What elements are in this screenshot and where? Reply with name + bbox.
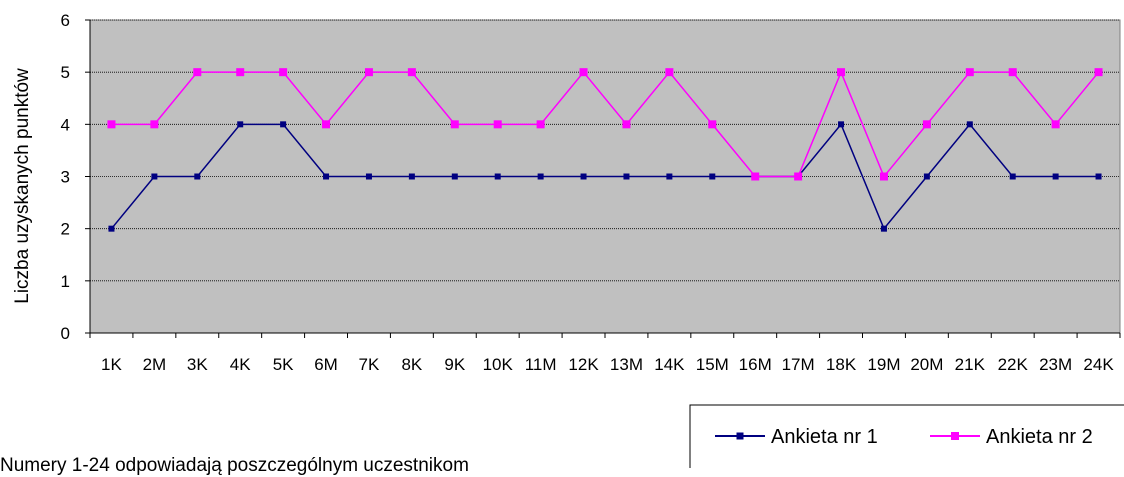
x-tick-label: 3K bbox=[187, 355, 208, 374]
data-point bbox=[365, 173, 372, 180]
x-tick-label: 16M bbox=[739, 355, 772, 374]
data-point bbox=[323, 173, 330, 180]
data-point bbox=[1095, 173, 1102, 180]
data-point bbox=[108, 225, 115, 232]
x-tick-label: 4K bbox=[230, 355, 251, 374]
x-tick-label: 11M bbox=[525, 355, 557, 374]
x-tick-label: 20M bbox=[910, 355, 943, 374]
data-point bbox=[536, 120, 545, 129]
x-tick-label: 18K bbox=[826, 355, 857, 374]
data-point bbox=[1051, 120, 1060, 129]
y-tick-label: 4 bbox=[61, 115, 70, 134]
data-point bbox=[408, 173, 415, 180]
data-point bbox=[364, 68, 373, 77]
data-point bbox=[150, 120, 159, 129]
data-point bbox=[965, 68, 974, 77]
y-tick-label: 0 bbox=[61, 324, 70, 343]
data-point bbox=[794, 172, 803, 181]
data-point bbox=[708, 120, 717, 129]
data-point bbox=[709, 173, 716, 180]
data-point bbox=[322, 120, 331, 129]
data-point bbox=[451, 173, 458, 180]
data-point bbox=[450, 120, 459, 129]
legend: Ankieta nr 1 Ankieta nr 2 bbox=[689, 404, 1124, 468]
data-point bbox=[1009, 173, 1016, 180]
y-tick-label: 6 bbox=[61, 11, 70, 30]
y-tick-label: 3 bbox=[61, 168, 70, 187]
data-point bbox=[236, 68, 245, 77]
series-1 bbox=[108, 121, 1102, 232]
y-tick-label: 1 bbox=[61, 272, 70, 291]
data-point bbox=[622, 120, 631, 129]
data-point bbox=[1094, 68, 1103, 77]
x-tick-label: 24K bbox=[1083, 355, 1114, 374]
data-point bbox=[1052, 173, 1059, 180]
data-point bbox=[879, 172, 888, 181]
series-2 bbox=[107, 68, 1103, 181]
data-point bbox=[580, 173, 587, 180]
data-point bbox=[579, 68, 588, 77]
chart-note: Numery 1-24 odpowiadają poszczególnym uc… bbox=[0, 455, 469, 476]
data-point bbox=[666, 173, 673, 180]
data-point bbox=[237, 121, 244, 128]
x-tick-label: 17M bbox=[782, 355, 815, 374]
x-tick-label: 12K bbox=[568, 355, 599, 374]
legend-label-series-2: Ankieta nr 2 bbox=[986, 426, 1093, 448]
x-tick-label: 10K bbox=[483, 355, 514, 374]
data-point bbox=[107, 120, 116, 129]
series-line bbox=[111, 70, 1100, 178]
x-tick-label: 1K bbox=[101, 355, 122, 374]
data-point bbox=[279, 68, 288, 77]
x-tick-label: 5K bbox=[273, 355, 294, 374]
data-point bbox=[407, 68, 416, 77]
x-tick-label: 14K bbox=[654, 355, 685, 374]
data-point bbox=[494, 173, 501, 180]
x-tick-label: 8K bbox=[401, 355, 422, 374]
x-tick-label: 7K bbox=[359, 355, 380, 374]
x-tick-label: 21K bbox=[955, 355, 986, 374]
legend-marker-series-2 bbox=[951, 432, 959, 440]
data-point bbox=[665, 68, 674, 77]
data-point bbox=[922, 120, 931, 129]
data-point bbox=[837, 68, 846, 77]
legend-marker-series-1 bbox=[736, 432, 744, 440]
axes bbox=[85, 19, 1121, 338]
data-point bbox=[1008, 68, 1017, 77]
x-tick-label: 19M bbox=[867, 355, 900, 374]
legend-label-series-1: Ankieta nr 1 bbox=[771, 426, 878, 448]
x-tick-label: 9K bbox=[444, 355, 465, 374]
data-point bbox=[193, 68, 202, 77]
x-tick-label: 13M bbox=[610, 355, 643, 374]
y-tick-label: 5 bbox=[61, 63, 70, 82]
series-lines bbox=[107, 68, 1103, 232]
data-point bbox=[151, 173, 158, 180]
data-point bbox=[923, 173, 930, 180]
y-tick-label: 2 bbox=[61, 220, 70, 239]
data-point bbox=[194, 173, 201, 180]
data-point bbox=[537, 173, 544, 180]
y-tick-labels: 0 1 2 3 4 5 6 bbox=[61, 11, 70, 343]
x-tick-label: 6M bbox=[314, 355, 338, 374]
y-axis-title: Liczba uzyskanych punktów bbox=[12, 68, 33, 304]
x-tick-label: 2M bbox=[143, 355, 167, 374]
series-line bbox=[110, 122, 1099, 231]
x-tick-label: 23M bbox=[1039, 355, 1072, 374]
x-tick-label: 15M bbox=[696, 355, 729, 374]
x-tick-label: 22K bbox=[998, 355, 1029, 374]
data-point bbox=[280, 121, 287, 128]
data-point bbox=[751, 172, 760, 181]
data-point bbox=[493, 120, 502, 129]
data-point bbox=[838, 121, 845, 128]
x-tick-labels: 1K 2M 3K 4K 5K 6M 7K 8K 9K 10K 11M 12K 13M 14K 15M 16M 1… bbox=[101, 355, 1114, 374]
data-point bbox=[880, 225, 887, 232]
data-point bbox=[966, 121, 973, 128]
data-point bbox=[623, 173, 630, 180]
